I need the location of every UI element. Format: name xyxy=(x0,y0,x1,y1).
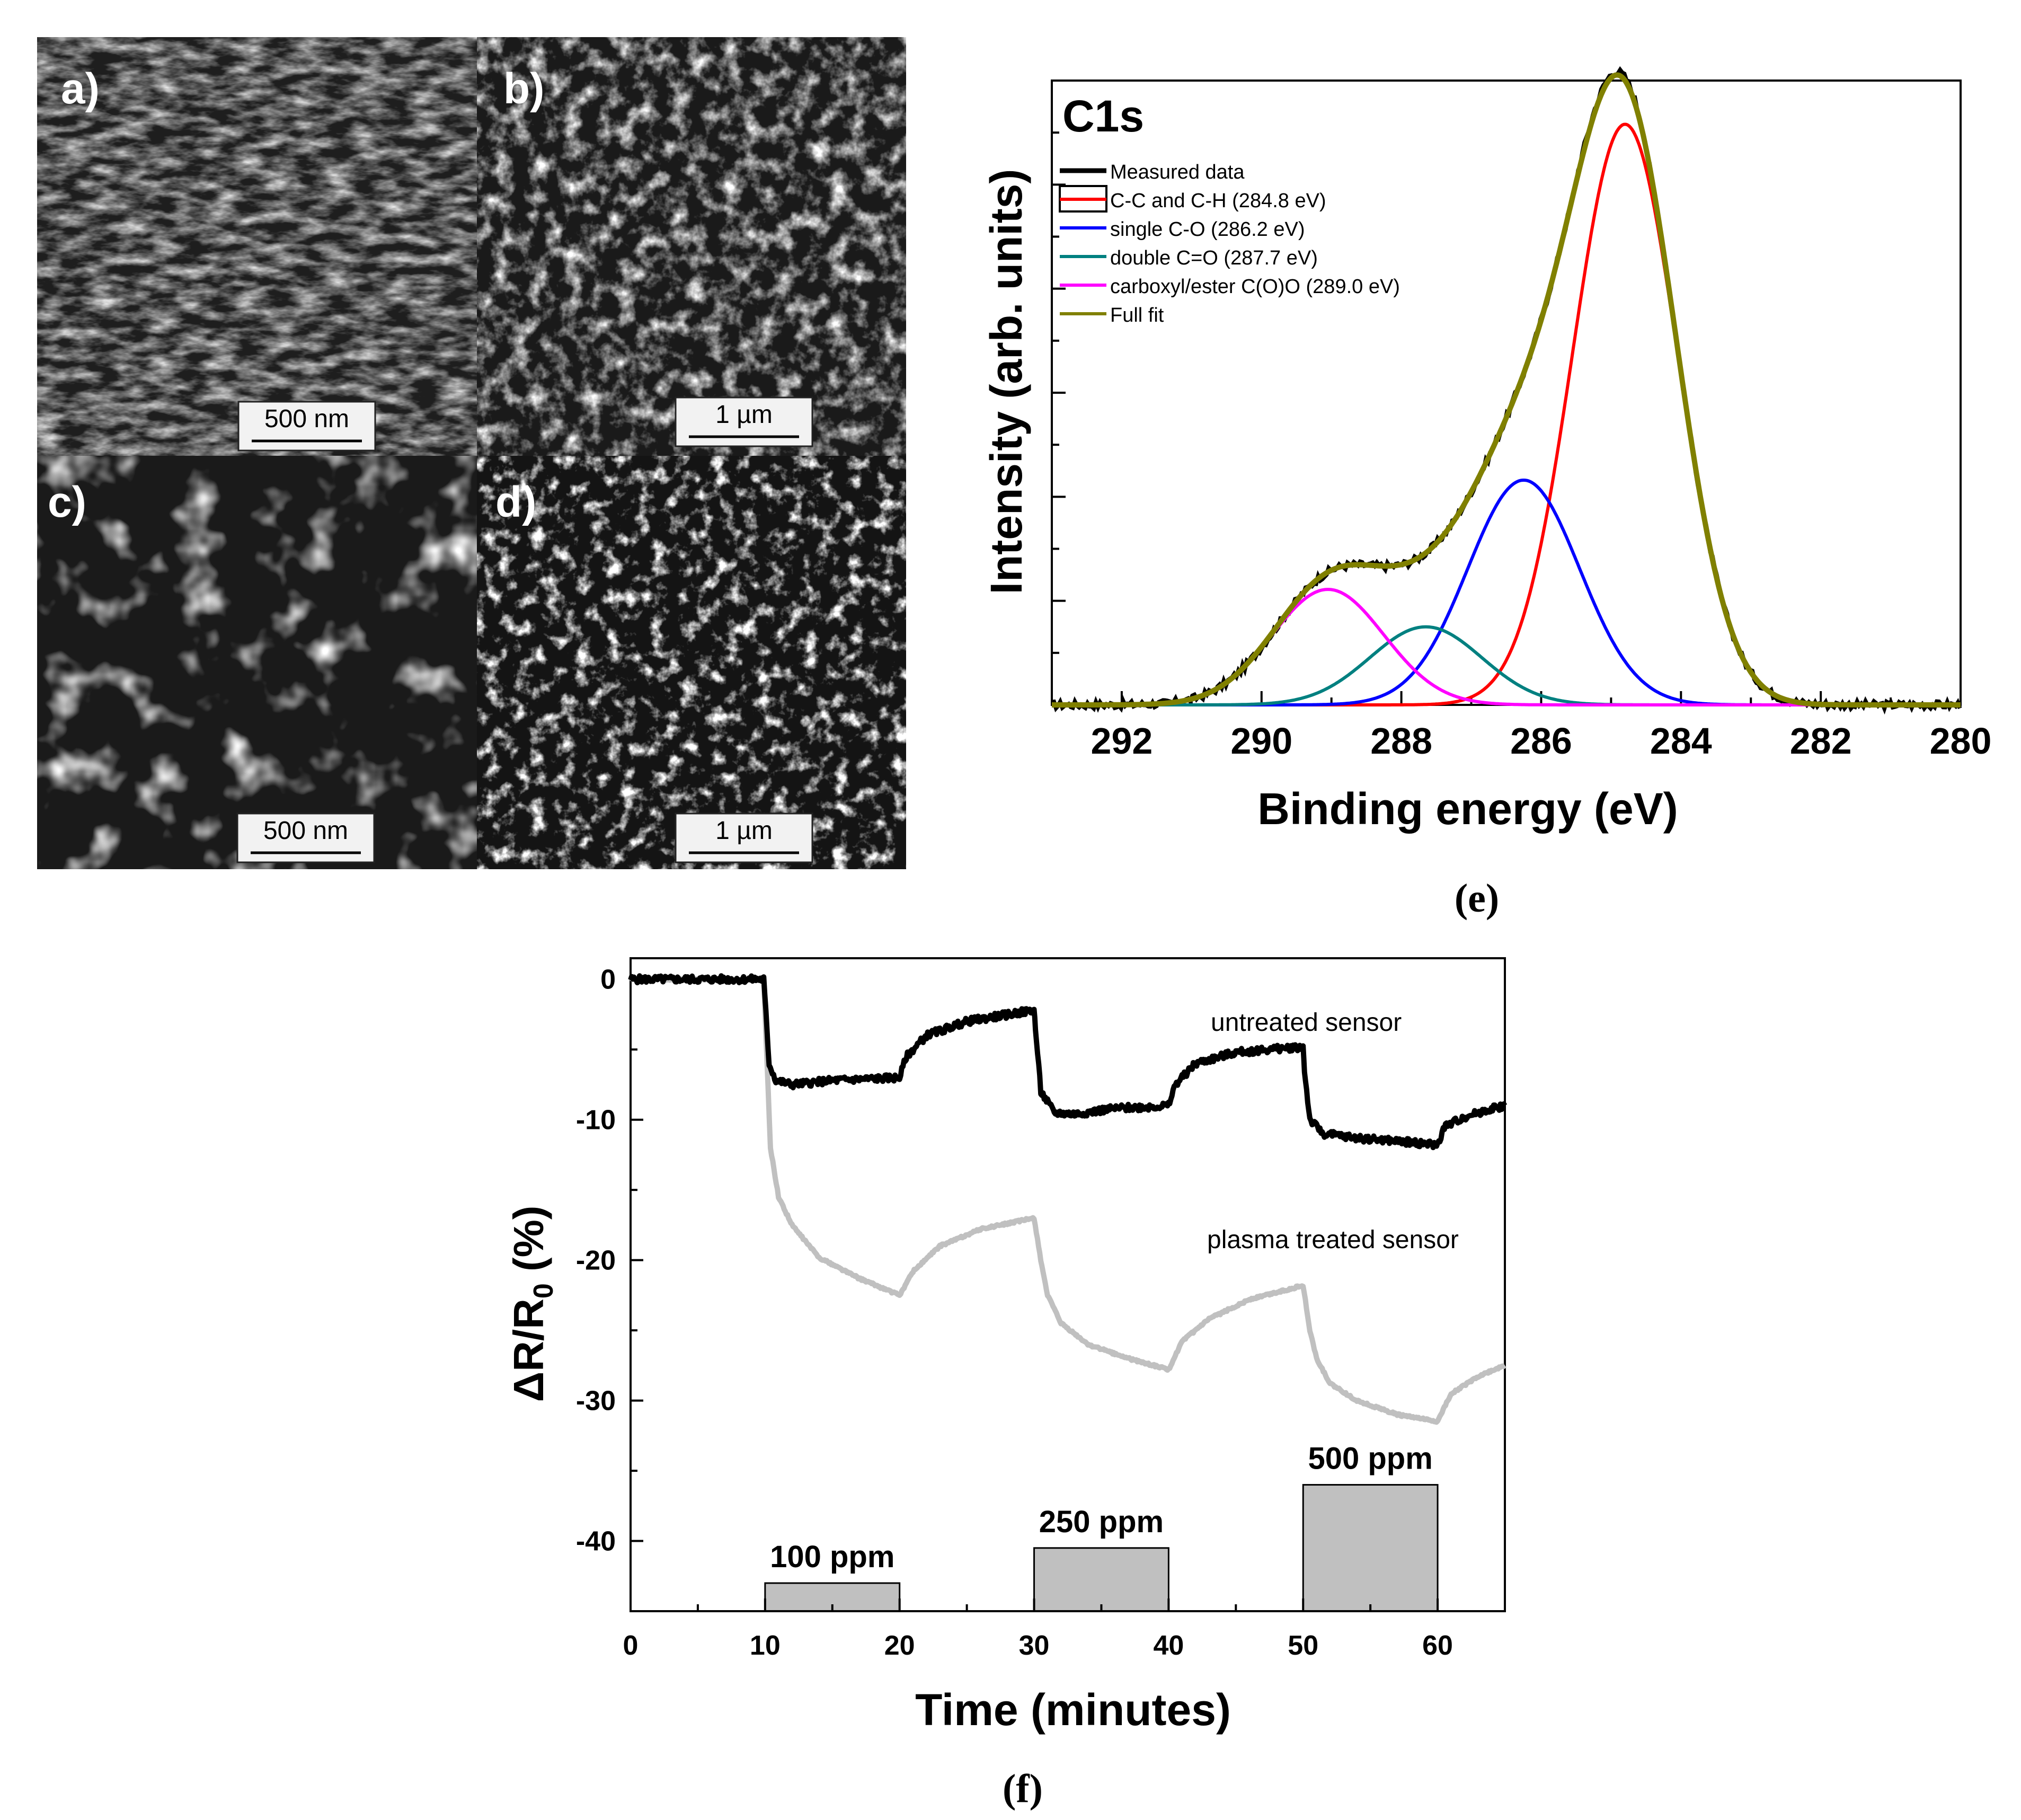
x-tick-label: 20 xyxy=(884,1630,915,1661)
series-untreated-sensor xyxy=(628,973,1508,1151)
scale-bar-label: 500 nm xyxy=(264,405,349,433)
xps-plot-area: 292 290 288 286 284 282 280 xyxy=(1051,66,1992,762)
series-peak-1 xyxy=(1052,479,1961,706)
scale-bar: 1 µm xyxy=(675,812,813,863)
x-tick-label: 292 xyxy=(1091,720,1153,762)
xps-legend: Measured data C-C and C-H (284.8 eV) singl… xyxy=(1059,161,1400,326)
sem-panel-label: c) xyxy=(48,478,86,526)
series-peak-3 xyxy=(1052,588,1961,706)
x-tick-label: 282 xyxy=(1790,720,1852,762)
caption-f: (f) xyxy=(1003,1766,1043,1811)
x-tick-label: 286 xyxy=(1510,720,1572,762)
gas-pulse-label: 500 ppm xyxy=(1308,1442,1432,1476)
sem-panel-label: a) xyxy=(61,65,100,113)
gas-pulse-label: 250 ppm xyxy=(1039,1505,1164,1539)
series-peak-2 xyxy=(1052,625,1961,706)
scale-bar: 500 nm xyxy=(236,812,375,863)
x-tick-label: 290 xyxy=(1230,720,1292,762)
y-tick-label: 0 xyxy=(600,965,616,995)
sensor-ylabel-main: ΔR/R xyxy=(505,1298,552,1402)
series-plasma-treated-sensor xyxy=(629,975,1507,1425)
legend-label: Full fit xyxy=(1110,304,1164,326)
legend-label: single C-O (286.2 eV) xyxy=(1110,218,1305,241)
x-tick-label: 280 xyxy=(1930,720,1992,762)
scale-bar-label: 1 µm xyxy=(715,817,773,845)
x-tick-label: 60 xyxy=(1422,1630,1453,1661)
y-tick-label: -40 xyxy=(576,1526,616,1557)
xps-ylabel: Intensity (arb. units) xyxy=(981,169,1031,595)
legend-label: double C=O (287.7 eV) xyxy=(1110,247,1318,269)
scale-bar-label: 500 nm xyxy=(263,817,348,845)
sensor-label-untreated: untreated sensor xyxy=(1211,1009,1402,1037)
gas-pulse-label: 100 ppm xyxy=(770,1540,894,1574)
caption-e: (e) xyxy=(1455,876,1499,921)
x-tick-label: 40 xyxy=(1153,1630,1184,1661)
scale-bar: 500 nm xyxy=(237,401,376,452)
sensor-chart: 100 ppm 250 ppm 500 ppm 0 10 20 30 40 50 60 0 -10 -2… xyxy=(505,957,1508,1811)
x-tick-label: 0 xyxy=(623,1630,639,1661)
gas-pulse-bar xyxy=(1033,1547,1169,1612)
sem-panel-b: b) 1 µm xyxy=(477,37,906,456)
sensor-ylabel: ΔR/R0 (%) xyxy=(505,1206,559,1402)
sensor-ylabel-suffix: (%) xyxy=(505,1206,552,1284)
sem-panel-label: d) xyxy=(495,478,536,526)
sem-panel-label: b) xyxy=(503,65,544,113)
scale-bar: 1 µm xyxy=(675,396,813,447)
xps-title: C1s xyxy=(1062,91,1144,141)
scale-bar-label: 1 µm xyxy=(715,401,773,429)
gas-pulse-bar xyxy=(1302,1484,1439,1612)
legend-label: carboxyl/ester C(O)O (289.0 eV) xyxy=(1110,276,1400,298)
xps-xlabel: Binding energy (eV) xyxy=(1257,784,1678,834)
sensor-axes-frame xyxy=(630,957,1506,1612)
sensor-plot-area: 100 ppm 250 ppm 500 ppm 0 10 20 30 40 50 60 0 -10 -2… xyxy=(576,957,1508,1661)
sem-grid: a) 500 nm b) 1 µm c) 500 n xyxy=(37,37,906,869)
sensor-ylabel-sub: 0 xyxy=(528,1283,559,1298)
sensor-label-plasma: plasma treated sensor xyxy=(1207,1226,1459,1254)
x-tick-label: 288 xyxy=(1370,720,1432,762)
sensor-xlabel: Time (minutes) xyxy=(915,1685,1231,1735)
legend-label: C-C and C-H (284.8 eV) xyxy=(1110,190,1326,212)
y-tick-label: -10 xyxy=(576,1105,616,1136)
sem-panel-a: a) 500 nm xyxy=(37,37,477,456)
y-tick-label: -30 xyxy=(576,1386,616,1417)
series-full-fit xyxy=(1052,72,1961,708)
x-tick-label: 10 xyxy=(750,1630,781,1661)
x-tick-label: 30 xyxy=(1019,1630,1050,1661)
y-tick-label: -20 xyxy=(576,1245,616,1276)
sem-panel-d: d) 1 µm xyxy=(477,456,906,869)
legend-label: Measured data xyxy=(1110,161,1245,183)
x-tick-label: 284 xyxy=(1650,720,1712,762)
xps-chart: 292 290 288 286 284 282 280 C1s Measured data C… xyxy=(981,66,1992,921)
sem-panel-c: c) 500 nm xyxy=(37,456,477,869)
x-tick-label: 50 xyxy=(1288,1630,1318,1661)
